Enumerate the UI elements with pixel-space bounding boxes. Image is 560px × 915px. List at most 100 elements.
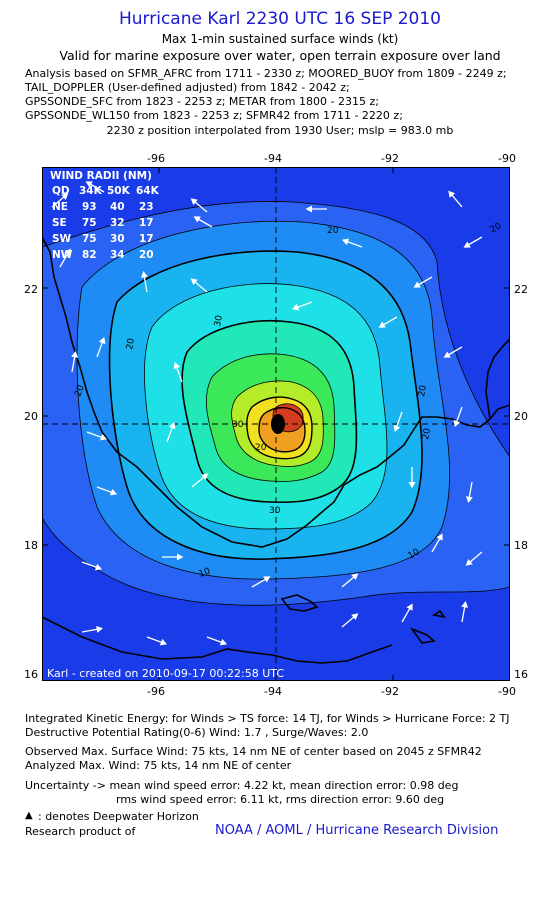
- wind-arrow: [291, 301, 313, 311]
- wind-arrow: [431, 533, 443, 553]
- wind-radii-cell: SW: [52, 233, 72, 245]
- wind-arrow: [413, 276, 433, 288]
- wind-arrow: [341, 238, 363, 248]
- wind-arrow: [401, 603, 413, 623]
- wind-radii-cell: 75: [82, 217, 97, 229]
- wind-arrow: [96, 336, 106, 358]
- wind-radii-header: QD: [52, 185, 70, 197]
- wind-radii-header: 34K: [79, 185, 103, 197]
- wind-arrow: [51, 193, 69, 208]
- lon-label-bottom: -90: [498, 685, 516, 698]
- wind-arrow: [85, 181, 105, 193]
- lon-label-top: -92: [381, 152, 399, 165]
- wind-radii-header: 64K: [136, 185, 160, 197]
- deepwater-horizon-legend: : denotes Deepwater Horizon: [38, 810, 199, 823]
- wind-arrow: [81, 561, 103, 571]
- contour-label: 20: [421, 427, 433, 440]
- analysis-line-3: GPSSONDE_SFC from 1823 - 2253 z; METAR f…: [25, 95, 379, 108]
- wind-arrow: [96, 486, 118, 496]
- wind-arrow: [463, 236, 483, 248]
- deepwater-horizon-icon: ▲: [25, 810, 33, 821]
- wind-arrow: [408, 467, 416, 489]
- wind-arrow: [341, 613, 359, 628]
- observed-max-wind: Observed Max. Surface Wind: 75 kts, 14 n…: [25, 745, 482, 758]
- wind-vectors: [51, 181, 483, 646]
- wind-arrow: [251, 576, 271, 588]
- wind-arrow: [378, 316, 398, 328]
- wind-radii-title: WIND RADII (NM): [50, 170, 152, 182]
- wind-radii-cell: NW: [52, 249, 73, 261]
- wind-radii-cell: 17: [139, 217, 154, 229]
- analyzed-max-wind: Analyzed Max. Wind: 75 kts, 14 nm NE of …: [25, 759, 292, 772]
- contour-label: 20: [327, 226, 339, 236]
- wind-arrow: [162, 553, 184, 561]
- wind-radii-cell: NE: [52, 201, 68, 213]
- coastline: [42, 236, 510, 664]
- contour-value-labels: 30 20 30 20 20 20 20 30 10 10 20 20: [73, 221, 503, 580]
- contour-label: 10: [198, 566, 212, 579]
- wind-radii-cell: 93: [82, 201, 97, 213]
- contour-label: 20: [417, 384, 429, 397]
- map-frame: [42, 167, 510, 681]
- lat-label-right: 18: [514, 539, 528, 552]
- wind-radii-cell: 82: [82, 249, 97, 261]
- analysis-line-2: TAIL_DOPPLER (User-defined adjusted) fro…: [25, 81, 350, 94]
- wind-arrow: [448, 190, 463, 208]
- lat-label-left: 16: [24, 668, 38, 681]
- subtitle-units: Max 1-min sustained surface winds (kt): [161, 32, 399, 46]
- wind-arrow: [71, 350, 79, 373]
- contour-label: 20: [125, 337, 137, 350]
- wind-radii-cell: 30: [110, 233, 125, 245]
- lat-label-left: 22: [24, 283, 38, 296]
- wind-radii-cell: 32: [110, 217, 125, 229]
- lat-label-left: 20: [24, 410, 38, 423]
- contour-lines: [42, 201, 510, 606]
- lon-label-bottom: -92: [381, 685, 399, 698]
- lon-label-bottom: -96: [147, 685, 165, 698]
- uncertainty-rms: rms wind speed error: 6.11 kt, rms direc…: [116, 793, 445, 806]
- contour-label: 30: [269, 506, 281, 516]
- lat-label-right: 16: [514, 668, 528, 681]
- ike-line: Integrated Kinetic Energy: for Winds > T…: [25, 712, 510, 725]
- wind-arrow: [461, 600, 469, 623]
- wind-radii-cell: 23: [139, 201, 154, 213]
- wind-arrow: [305, 205, 327, 213]
- contour-label: 30: [213, 314, 225, 327]
- wind-arrow: [81, 625, 104, 633]
- wind-radii-cell: 20: [139, 249, 154, 261]
- map-credit: Karl - created on 2010-09-17 00:22:58 UT…: [47, 667, 284, 680]
- wind-arrow: [86, 431, 108, 441]
- lon-label-top: -90: [498, 152, 516, 165]
- wind-radii-table: WIND RADII (NM) QD 34K 50K 64K NE 93 40 …: [50, 170, 160, 261]
- lat-label-right: 20: [514, 410, 528, 423]
- wind-arrow: [140, 270, 148, 293]
- wind-arrow: [193, 216, 213, 228]
- dpr-line: Destructive Potential Rating(0-6) Wind: …: [25, 726, 369, 739]
- wind-arrow: [465, 481, 473, 504]
- wind-arrow: [465, 551, 483, 566]
- wind-arrow: [206, 636, 228, 646]
- wind-arrow: [59, 248, 71, 268]
- uncertainty-mean: Uncertainty -> mean wind speed error: 4.…: [25, 779, 459, 792]
- research-product-label: Research product of: [25, 825, 136, 838]
- lon-label-bottom: -94: [264, 685, 282, 698]
- contour-label: 30: [232, 420, 244, 430]
- wind-radii-cell: SE: [52, 217, 67, 229]
- wind-radii-cell: 17: [139, 233, 154, 245]
- map-title: Hurricane Karl 2230 UTC 16 SEP 2010: [118, 9, 441, 29]
- lon-label-top: -96: [147, 152, 165, 165]
- contour-label: 20: [255, 443, 267, 453]
- wind-radii-cell: 34: [110, 249, 125, 261]
- lon-label-top: -94: [264, 152, 282, 165]
- contour-label: 20: [73, 384, 86, 398]
- position-note: 2230 z position interpolated from 1930 U…: [106, 124, 454, 137]
- noaa-aoml-link[interactable]: NOAA / AOML / Hurricane Research Divisio…: [215, 823, 499, 838]
- wind-arrow: [443, 346, 463, 358]
- lat-label-left: 18: [24, 539, 38, 552]
- wind-arrow: [393, 411, 403, 433]
- wind-radii-header: 50K: [107, 185, 131, 197]
- lat-label-right: 22: [514, 283, 528, 296]
- wind-arrow: [190, 198, 208, 213]
- wind-arrow: [453, 406, 463, 428]
- wind-arrow: [173, 361, 183, 383]
